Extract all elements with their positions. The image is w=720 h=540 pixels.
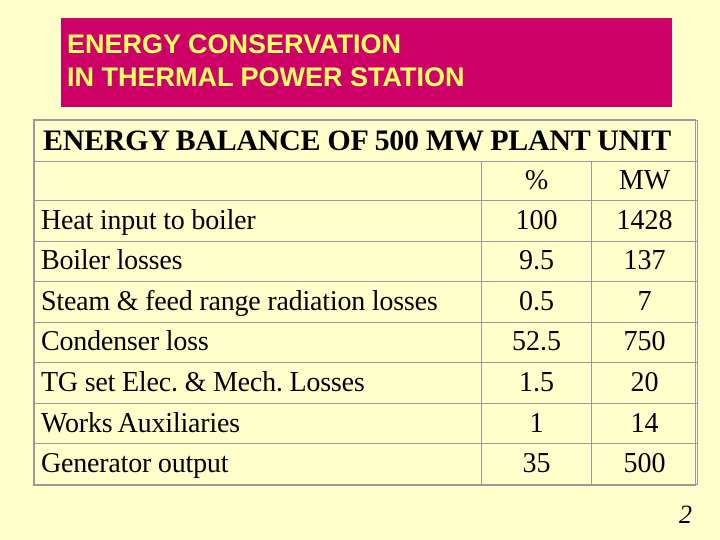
title-banner: ENERGY CONSERVATION IN THERMAL POWER STA… — [61, 18, 672, 107]
table-row: Condenser loss 52.5 750 — [34, 321, 699, 364]
row-percent: 100 — [481, 200, 592, 242]
energy-balance-table: ENERGY BALANCE OF 500 MW PLANT UNIT % MW… — [33, 119, 699, 486]
row-mw: 14 — [590, 402, 699, 445]
page-number: 2 — [679, 500, 692, 529]
row-mw: 7 — [590, 281, 699, 323]
slide-title-line-1: ENERGY CONSERVATION — [67, 29, 402, 59]
row-mw: 1428 — [590, 200, 699, 242]
table-row: Heat input to boiler 100 1428 — [34, 200, 699, 242]
row-mw: 500 — [590, 443, 699, 485]
header-percent: % — [481, 161, 592, 201]
row-percent: 1 — [481, 402, 592, 445]
row-percent: 52.5 — [481, 321, 592, 364]
row-label: Steam & feed range radiation losses — [34, 281, 482, 323]
row-label: Boiler losses — [34, 240, 482, 283]
table-caption-row: ENERGY BALANCE OF 500 MW PLANT UNIT — [33, 120, 699, 162]
table-row: Boiler losses 9.5 137 — [34, 240, 699, 283]
row-mw: 20 — [590, 362, 699, 404]
row-label: Works Auxiliaries — [34, 402, 482, 445]
table-header-row: % MW — [34, 161, 699, 201]
slide-title-line-2: IN THERMAL POWER STATION — [67, 62, 465, 92]
row-label: Generator output — [34, 443, 482, 485]
energy-balance-grid: ENERGY BALANCE OF 500 MW PLANT UNIT % MW… — [33, 120, 699, 485]
table-row: Generator output 35 500 — [34, 443, 699, 485]
table-row: TG set Elec. & Mech. Losses 1.5 20 — [34, 362, 699, 404]
table-row: Works Auxiliaries 1 14 — [34, 402, 699, 445]
row-mw: 750 — [590, 321, 699, 364]
row-label: Heat input to boiler — [34, 200, 482, 242]
row-percent: 0.5 — [481, 281, 592, 323]
header-label-cell — [34, 161, 482, 201]
row-mw: 137 — [590, 240, 699, 283]
row-label: Condenser loss — [34, 321, 482, 364]
table-caption: ENERGY BALANCE OF 500 MW PLANT UNIT — [33, 120, 699, 162]
row-percent: 1.5 — [481, 362, 592, 404]
row-percent: 35 — [481, 443, 592, 485]
header-mw: MW — [590, 161, 699, 201]
row-percent: 9.5 — [481, 240, 592, 283]
table-row: Steam & feed range radiation losses 0.5 … — [34, 281, 699, 323]
row-label: TG set Elec. & Mech. Losses — [34, 362, 482, 404]
